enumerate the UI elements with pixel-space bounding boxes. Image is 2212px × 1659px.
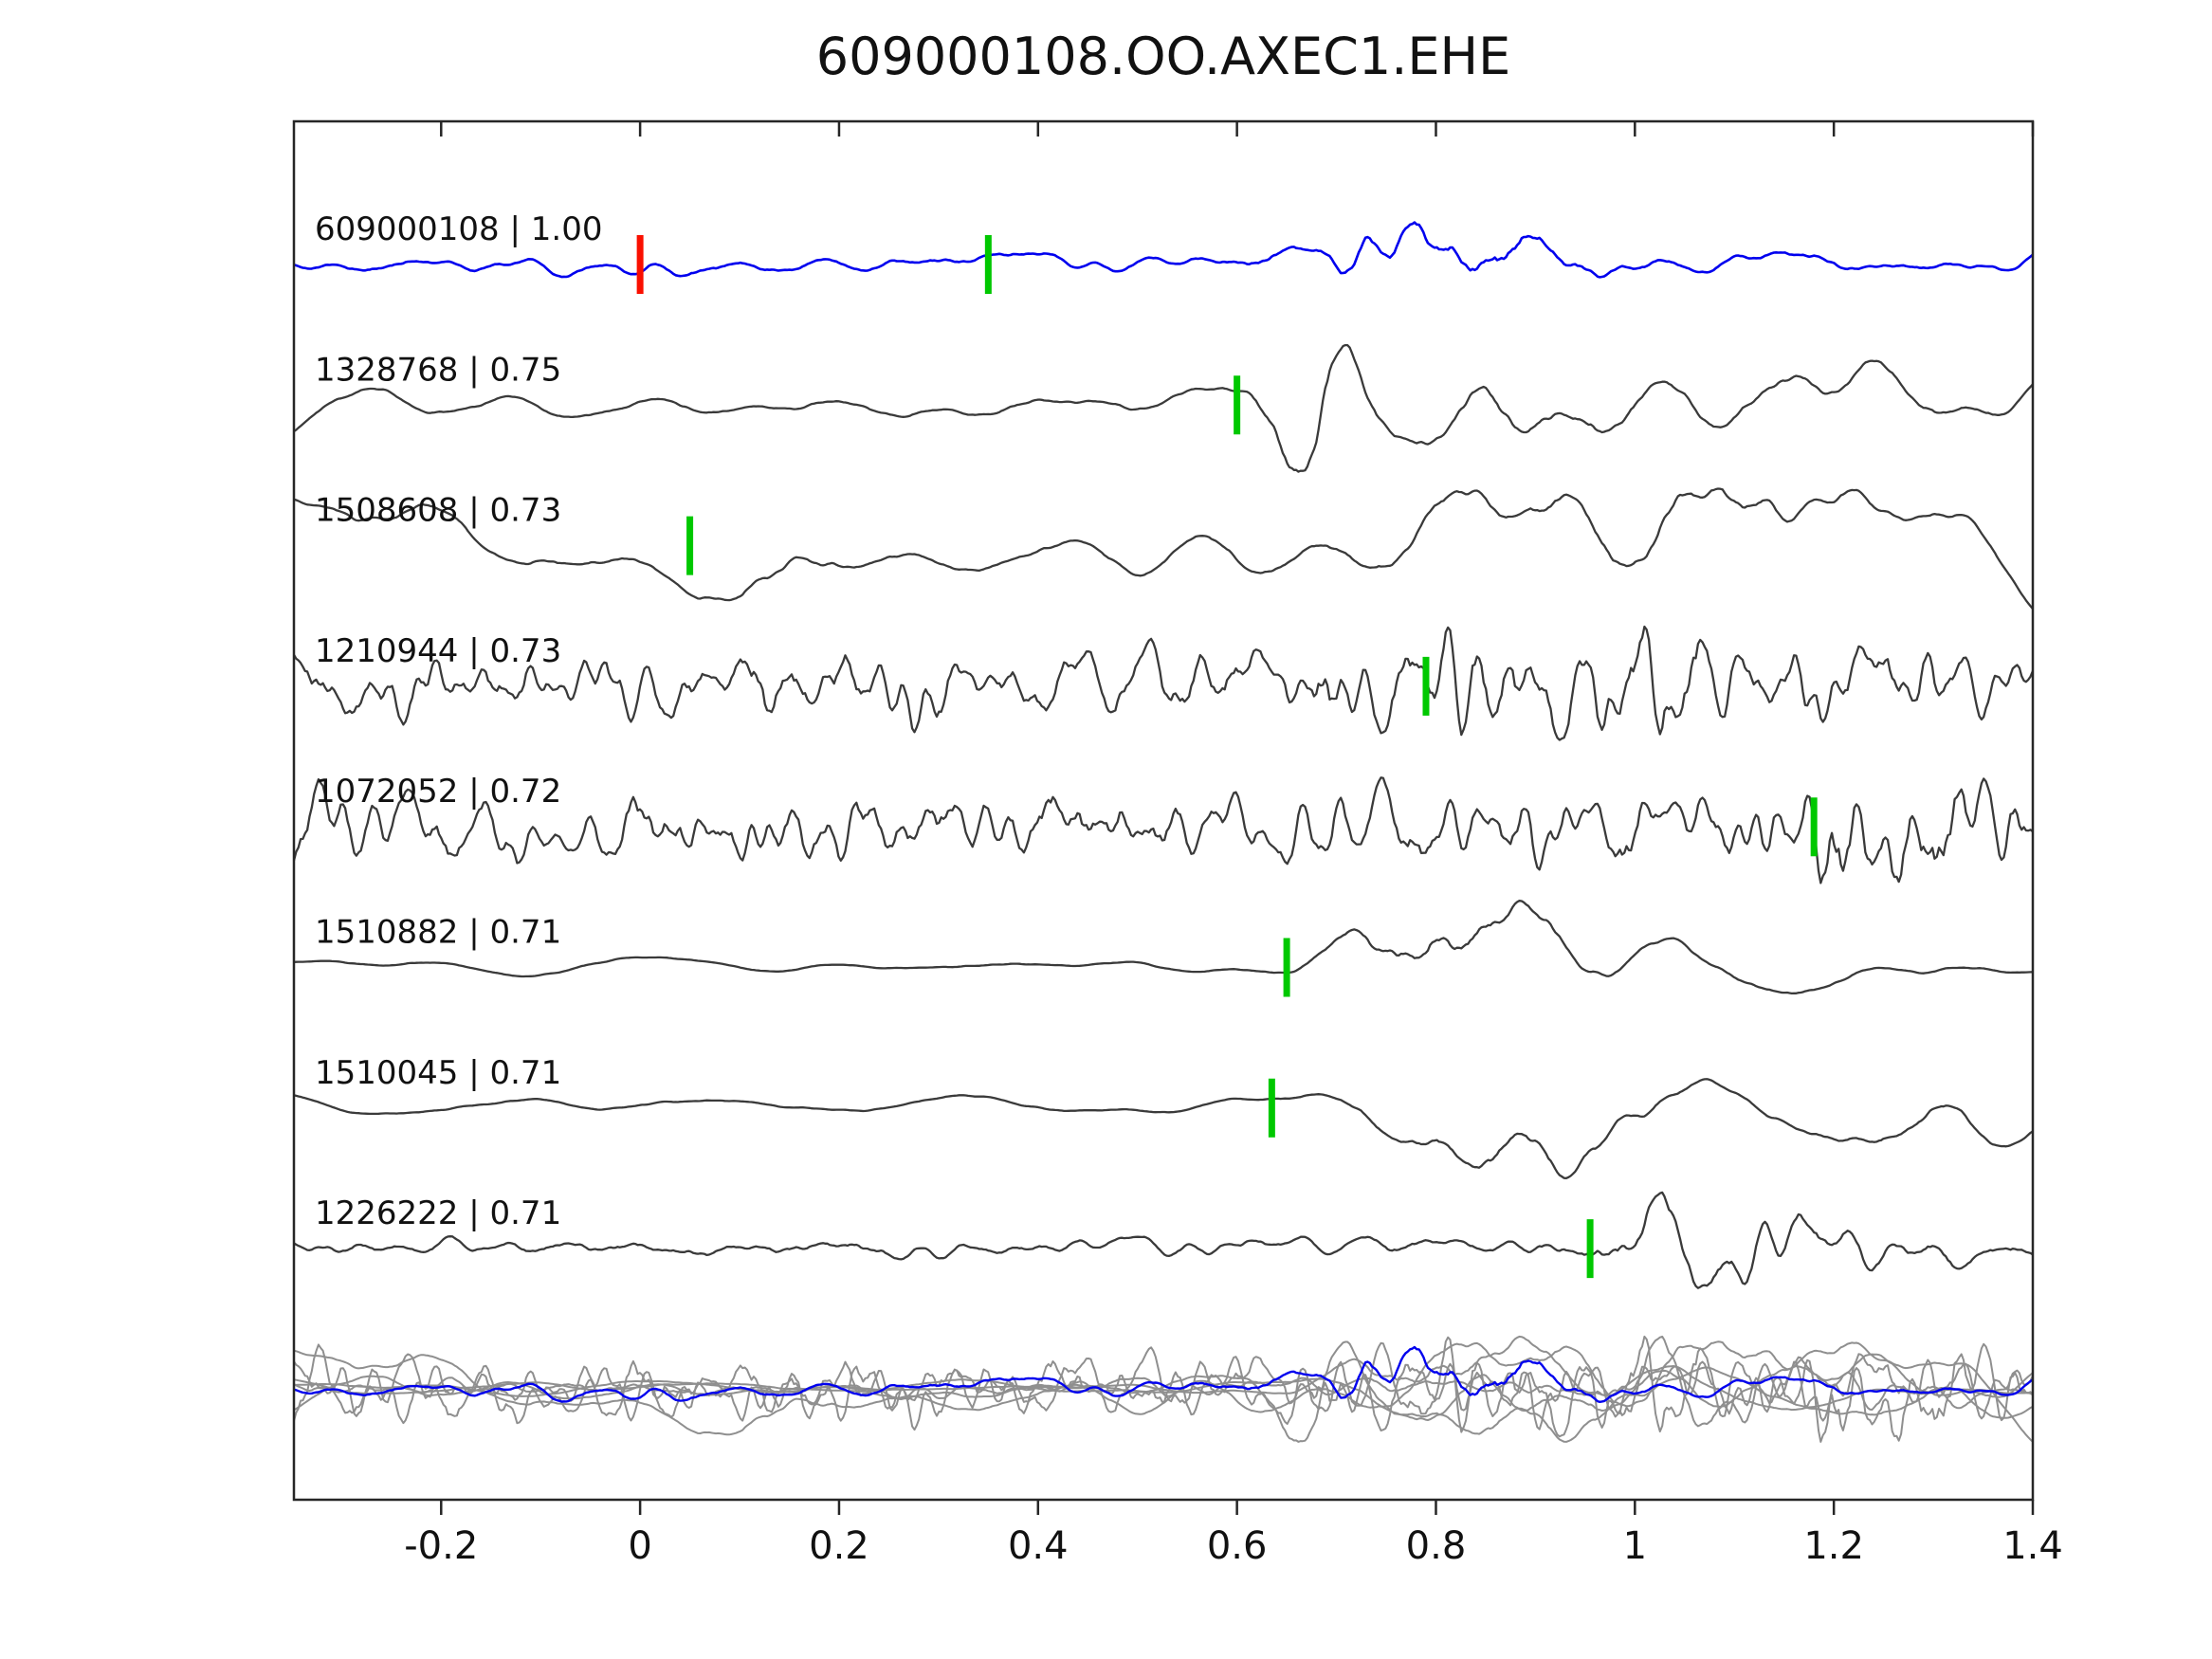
x-tick-label: 1.4 bbox=[2002, 1524, 2063, 1568]
x-tick-label: 0.2 bbox=[809, 1524, 869, 1568]
x-tick-label: 0.4 bbox=[1008, 1524, 1069, 1568]
detection-trace bbox=[293, 900, 2034, 995]
x-tick-label: -0.2 bbox=[404, 1524, 478, 1568]
overlay-detection-trace bbox=[293, 1335, 2034, 1428]
trace-label: 1210944 | 0.73 bbox=[315, 632, 561, 670]
x-tick-label: 1.2 bbox=[1803, 1524, 1864, 1568]
x-tick-label: 0.8 bbox=[1406, 1524, 1467, 1568]
detection-trace bbox=[293, 343, 2034, 473]
detection-trace bbox=[293, 1078, 2034, 1179]
overlay-detection-trace bbox=[293, 1340, 2034, 1443]
x-tick-label: 0 bbox=[628, 1524, 651, 1568]
trace-label: 1226222 | 0.71 bbox=[315, 1194, 561, 1232]
trace-label: 1510045 | 0.71 bbox=[315, 1054, 561, 1092]
x-tick-label: 1 bbox=[1623, 1524, 1647, 1568]
detection-trace bbox=[292, 776, 2034, 884]
trace-label: 1508608 | 0.73 bbox=[315, 492, 561, 530]
detection-trace bbox=[293, 625, 2035, 741]
trace-label: 1328768 | 0.75 bbox=[315, 351, 561, 389]
axes-frame bbox=[292, 119, 2035, 1502]
detection-trace bbox=[293, 1191, 2034, 1289]
chart-title: 609000108.OO.AXEC1.EHE bbox=[815, 27, 1511, 86]
template-trace bbox=[293, 221, 2034, 279]
detection-trace bbox=[293, 487, 2034, 610]
overlay-detection-trace bbox=[293, 1340, 2034, 1443]
trace-label: 609000108 | 1.00 bbox=[315, 210, 602, 248]
overlay-template-trace bbox=[293, 1345, 2034, 1404]
trace-label: 1072052 | 0.72 bbox=[315, 773, 561, 811]
x-tick-label: 0.6 bbox=[1207, 1524, 1268, 1568]
trace-label: 1510882 | 0.71 bbox=[315, 914, 561, 952]
